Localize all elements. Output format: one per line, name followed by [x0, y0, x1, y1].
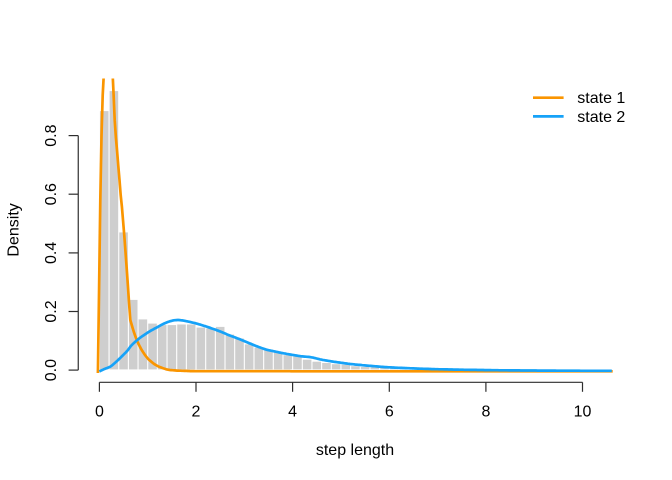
svg-text:4: 4	[288, 404, 297, 421]
svg-text:10: 10	[574, 404, 592, 421]
svg-text:2: 2	[192, 404, 201, 421]
svg-text:0: 0	[95, 404, 104, 421]
svg-text:state 1: state 1	[577, 90, 625, 107]
svg-text:0.0: 0.0	[43, 359, 60, 381]
svg-text:Density: Density	[6, 203, 23, 256]
svg-text:state 2: state 2	[577, 109, 625, 126]
svg-text:0.2: 0.2	[43, 300, 60, 322]
svg-text:0.6: 0.6	[43, 183, 60, 205]
svg-text:8: 8	[481, 404, 490, 421]
svg-text:6: 6	[385, 404, 394, 421]
svg-text:step length: step length	[316, 442, 394, 459]
svg-text:0.4: 0.4	[43, 242, 60, 264]
svg-text:0.8: 0.8	[43, 124, 60, 146]
